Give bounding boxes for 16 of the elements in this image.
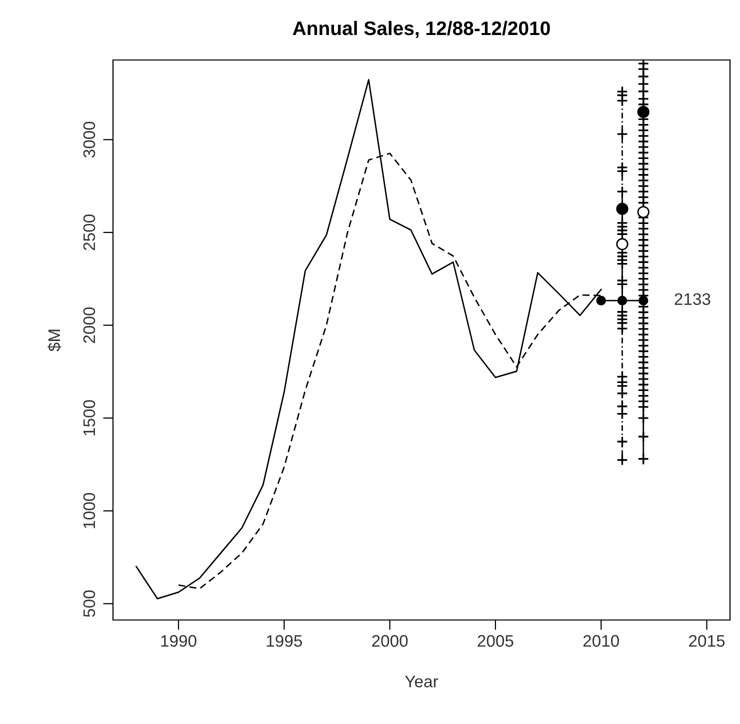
y-tick-label: 1000: [83, 492, 96, 528]
y-tick-label: 1500: [83, 400, 96, 436]
y-tick-label: 2500: [83, 214, 96, 250]
y-tick-label: 2000: [83, 307, 96, 343]
x-tick-label: 2000: [372, 635, 408, 647]
y-tick-label: 3000: [83, 122, 96, 158]
x-axis-title: Year: [405, 676, 438, 688]
x-tick-label: 2010: [583, 635, 619, 647]
y-tick-label: 500: [83, 590, 96, 617]
x-tick-label: 1995: [266, 635, 302, 647]
annotation: 2133: [674, 293, 710, 306]
chart-title: Annual Sales, 12/88-12/2010: [292, 20, 550, 38]
x-tick-label: 2005: [478, 635, 514, 647]
y-axis-title: $M: [48, 330, 62, 352]
x-tick-label: 2015: [689, 635, 725, 647]
x-tick-label: 1990: [161, 635, 196, 647]
